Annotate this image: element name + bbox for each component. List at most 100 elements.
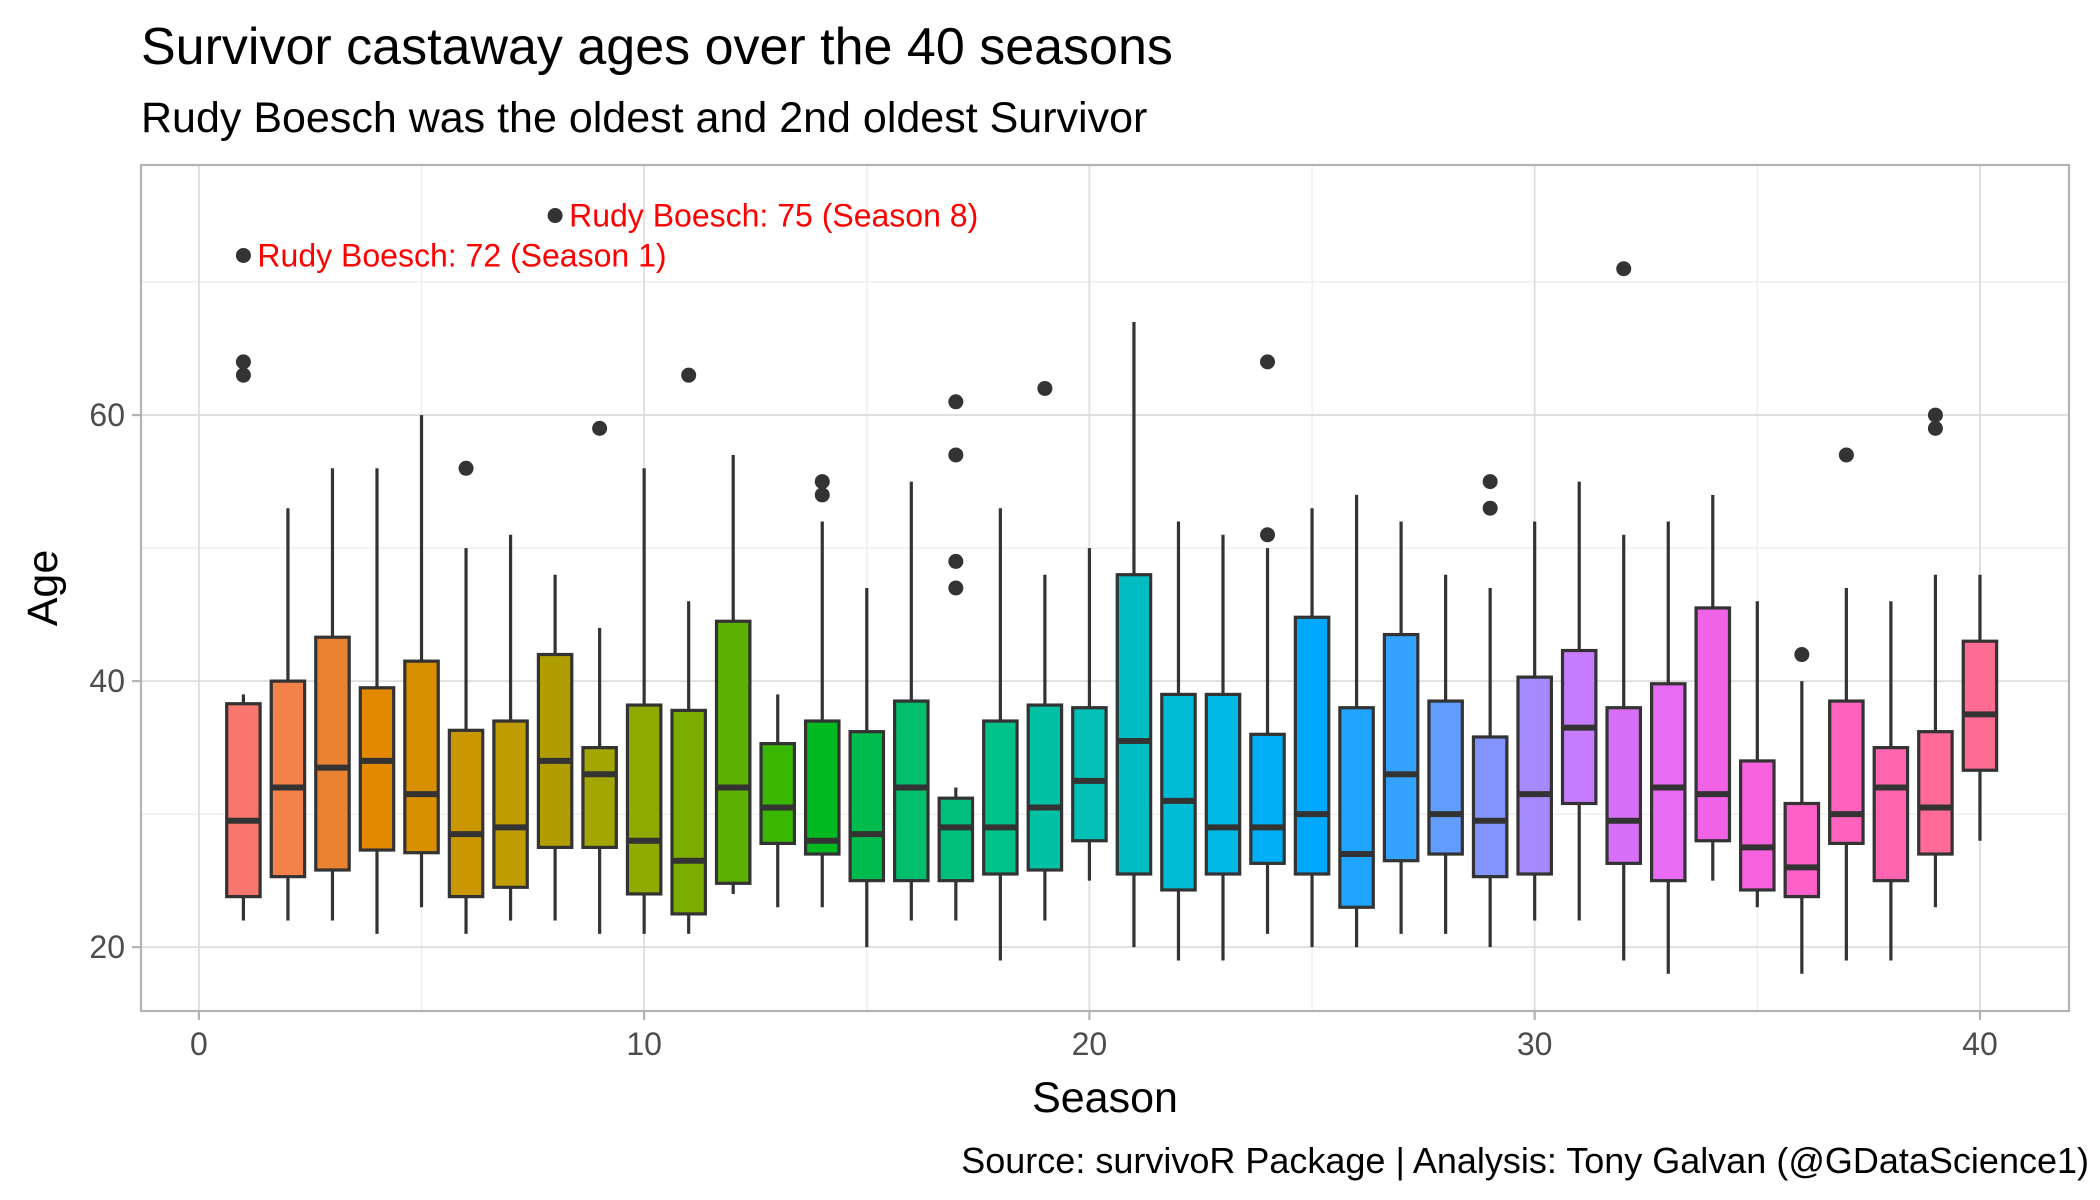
annotation-label: Rudy Boesch: 72 (Season 1)	[257, 237, 666, 273]
box-series	[225, 208, 1999, 974]
box-iqr	[1249, 732, 1286, 865]
box-season-32	[1605, 261, 1643, 961]
outlier-point	[458, 460, 474, 476]
box-iqr	[1783, 801, 1821, 899]
x-tick-label: 0	[190, 1026, 208, 1062]
outlier-point	[1616, 261, 1632, 277]
plot-panel-border	[139, 163, 2071, 1013]
box-season-28	[1427, 574, 1464, 934]
box-iqr	[269, 679, 307, 879]
outlier-point	[1927, 420, 1943, 436]
box-season-29	[1471, 474, 1509, 948]
box-season-33	[1649, 521, 1687, 974]
box-season-35	[1739, 601, 1776, 908]
box-season-6	[447, 460, 485, 934]
x-tick-label: 10	[626, 1026, 662, 1062]
box-iqr	[893, 699, 930, 883]
outlier-point	[814, 487, 830, 503]
box-season-34	[1694, 494, 1732, 881]
outlier-point	[948, 553, 964, 569]
box-season-9	[581, 420, 618, 934]
outlier-point	[235, 354, 251, 370]
y-axis-title: Age	[19, 550, 67, 627]
box-season-20	[1071, 548, 1108, 881]
annotation-label: Rudy Boesch: 75 (Season 8)	[569, 198, 978, 234]
outlier-point	[547, 208, 563, 224]
box-season-36	[1783, 647, 1821, 974]
outlier-point	[681, 367, 697, 383]
outlier-point	[1260, 527, 1276, 543]
box-season-11	[670, 367, 707, 934]
box-season-16	[893, 481, 930, 921]
y-tick-label: 60	[89, 397, 125, 433]
outlier-point	[235, 367, 251, 383]
box-iqr	[447, 728, 485, 899]
x-tick-label: 40	[1962, 1026, 1998, 1062]
y-tick-label: 40	[89, 663, 125, 699]
box-iqr	[1471, 735, 1509, 879]
box-season-12	[714, 454, 752, 894]
box-iqr	[1026, 703, 1064, 872]
box-iqr	[314, 635, 351, 872]
box-iqr	[1516, 675, 1553, 876]
outlier-point	[1838, 447, 1854, 463]
outlier-point	[948, 394, 964, 410]
outlier-point	[592, 420, 608, 436]
box-season-19	[1026, 380, 1064, 921]
box-season-17	[937, 394, 975, 921]
box-season-40	[1961, 574, 1999, 841]
outlier-point	[948, 447, 964, 463]
box-iqr	[1115, 573, 1153, 876]
box-season-14	[803, 474, 841, 908]
box-iqr	[1649, 682, 1687, 883]
box-iqr	[492, 719, 529, 889]
outlier-point	[1260, 354, 1276, 370]
box-season-39	[1917, 407, 1954, 908]
outlier-point	[1794, 647, 1810, 663]
box-iqr	[670, 708, 707, 916]
box-season-7	[492, 534, 529, 921]
box-iqr	[1382, 632, 1420, 863]
box-iqr	[403, 659, 440, 855]
box-iqr	[1071, 706, 1108, 843]
box-season-22	[1160, 521, 1197, 961]
grid-lines	[141, 165, 2069, 1011]
box-iqr	[581, 746, 618, 849]
box-iqr	[1160, 692, 1197, 892]
box-season-1	[225, 247, 262, 921]
x-tick-label: 30	[1517, 1026, 1553, 1062]
chart-title: Survivor castaway ages over the 40 seaso…	[141, 18, 1173, 76]
box-season-21	[1115, 321, 1153, 948]
box-iqr	[1917, 730, 1954, 856]
box-iqr	[1828, 699, 1865, 845]
box-iqr	[937, 796, 975, 883]
box-season-23	[1204, 534, 1242, 961]
box-iqr	[714, 619, 752, 885]
y-axis-ticks: 20 40 60	[89, 397, 141, 965]
box-iqr	[1605, 706, 1643, 865]
box-iqr	[1293, 615, 1331, 876]
box-season-30	[1516, 521, 1553, 921]
outlier-point	[948, 580, 964, 596]
annotations: Rudy Boesch: 75 (Season 8)Rudy Boesch: 7…	[257, 198, 978, 274]
box-season-4	[358, 468, 396, 934]
box-season-15	[848, 588, 886, 948]
x-tick-label: 20	[1072, 1026, 1108, 1062]
box-season-5	[403, 415, 440, 908]
box-iqr	[536, 652, 574, 849]
box-season-3	[314, 468, 351, 921]
outlier-point	[1037, 380, 1053, 396]
box-season-38	[1872, 601, 1910, 961]
source-caption: Source: survivoR Package | Analysis: Ton…	[961, 1140, 2089, 1181]
box-iqr	[759, 742, 797, 845]
box-season-25	[1293, 508, 1331, 948]
box-iqr	[1204, 692, 1242, 876]
box-iqr	[1961, 639, 1999, 772]
box-iqr	[1872, 746, 1910, 883]
box-season-13	[759, 694, 797, 908]
box-iqr	[1739, 759, 1776, 892]
y-tick-label: 20	[89, 929, 125, 965]
box-season-31	[1560, 481, 1598, 921]
box-iqr	[1338, 706, 1375, 909]
